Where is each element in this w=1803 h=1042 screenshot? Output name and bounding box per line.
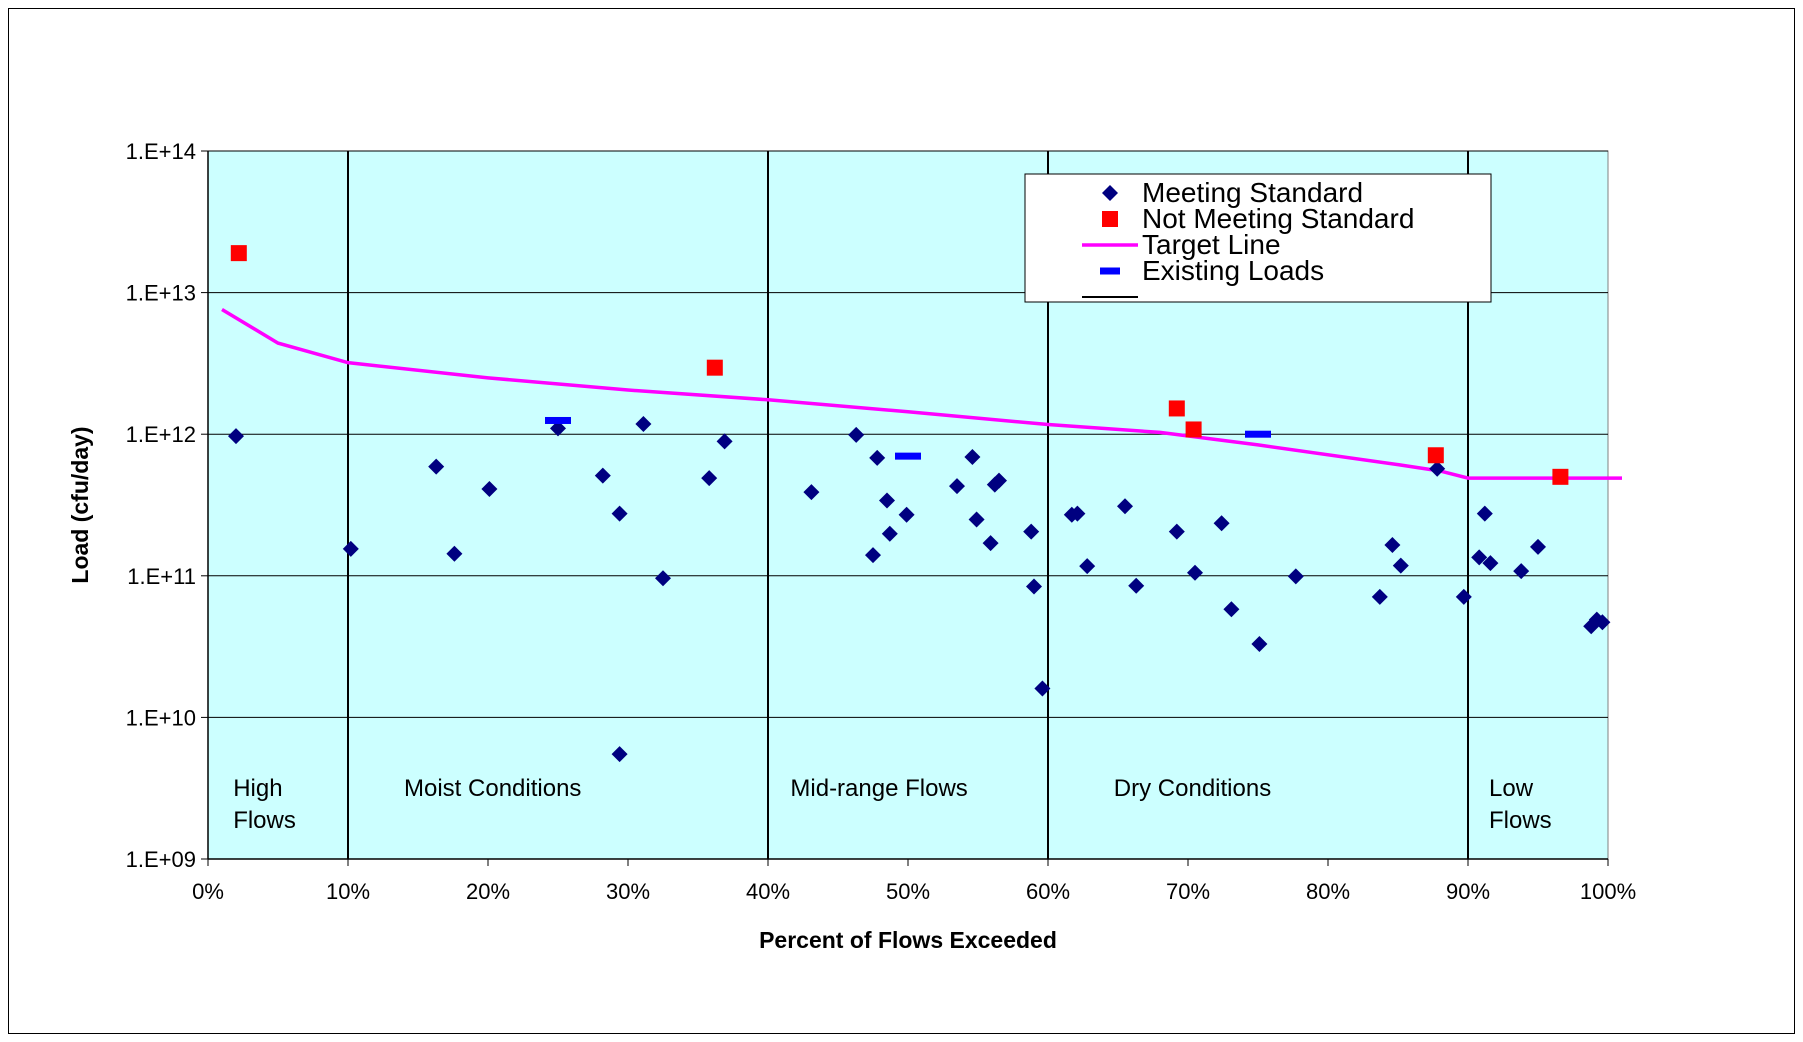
region-label: High [233, 775, 282, 802]
meeting-standard-point [716, 433, 733, 450]
meeting-standard-point [1594, 614, 1611, 631]
not-meeting-standard-point [1168, 400, 1185, 417]
x-tick-label: 10% [326, 879, 370, 904]
meeting-standard-point [803, 484, 820, 501]
meeting-standard-point [949, 478, 965, 495]
x-tick-label: 20% [466, 879, 510, 904]
meeting-standard-point [1213, 515, 1230, 532]
region-label: Dry Conditions [1114, 775, 1271, 802]
existing-load-mark [545, 416, 571, 424]
meeting-standard-point [655, 570, 671, 587]
y-tick-label: 1.E+10 [126, 705, 196, 730]
meeting-standard-point [611, 746, 628, 763]
meeting-standard-point [611, 505, 628, 522]
region-label: Flows [233, 807, 296, 834]
meeting-standard-point [1287, 568, 1304, 585]
meeting-standard-point [594, 467, 611, 484]
not-meeting-standard-point [706, 359, 723, 376]
meeting-standard-point [1482, 555, 1499, 572]
meeting-standard-point [1069, 505, 1086, 522]
meeting-standard-point [1371, 588, 1388, 605]
meeting-standard-point [1455, 588, 1472, 605]
x-tick-label: 60% [1026, 879, 1070, 904]
x-tick-label: 80% [1306, 879, 1350, 904]
meeting-standard-point [1079, 558, 1096, 575]
not-meeting-standard-point [230, 245, 247, 262]
y-tick-label: 1.E+12 [126, 422, 196, 447]
region-label: Flows [1489, 807, 1552, 834]
legend-entry: Existing Loads [1142, 255, 1324, 286]
y-axis-title: Load (cfu/day) [67, 426, 93, 583]
region-label: Moist Conditions [404, 775, 581, 802]
y-tick-label: 1.E+09 [126, 847, 196, 872]
x-tick-label: 90% [1446, 879, 1490, 904]
y-tick-label: 1.E+14 [126, 139, 196, 164]
meeting-standard-point [1223, 601, 1240, 618]
meeting-standard-point [898, 506, 915, 523]
meeting-standard-point [1384, 537, 1401, 554]
meeting-standard-point [342, 540, 359, 557]
region-label: Mid-range Flows [790, 775, 967, 802]
meeting-standard-point [1513, 563, 1530, 580]
x-axis-title: Percent of Flows Exceeded [759, 927, 1057, 953]
legend-not-meeting-symbol [1102, 211, 1118, 227]
existing-load-mark [895, 452, 921, 460]
x-tick-label: 100% [1580, 879, 1636, 904]
meeting-standard-point [865, 547, 881, 564]
legend-existing-symbol [1100, 267, 1120, 275]
meeting-standard-point [1251, 635, 1268, 652]
meeting-standard-point [228, 428, 244, 445]
not-meeting-standard-point [1185, 421, 1202, 438]
meeting-standard-point [446, 545, 463, 562]
meeting-standard-point [982, 535, 999, 552]
not-meeting-standard-point [1427, 447, 1444, 464]
x-tick-label: 0% [192, 879, 224, 904]
y-tick-label: 1.E+13 [126, 281, 196, 306]
meeting-standard-point [1034, 680, 1051, 697]
meeting-standard-point [1168, 523, 1185, 540]
meeting-standard-point [1023, 523, 1040, 540]
legend-entry: Meeting Standard [1142, 177, 1363, 208]
meeting-standard-point [1471, 549, 1488, 566]
meeting-standard-point [964, 449, 981, 466]
meeting-standard-point [481, 481, 498, 498]
x-tick-label: 30% [606, 879, 650, 904]
meeting-standard-point [991, 472, 1007, 489]
meeting-standard-point [881, 525, 898, 542]
meeting-standard-point [1530, 538, 1546, 555]
x-tick-label: 50% [886, 879, 930, 904]
meeting-standard-point [635, 416, 652, 433]
meeting-standard-point [869, 449, 886, 466]
legend-box [1024, 173, 1492, 303]
meeting-standard-point [428, 458, 445, 475]
existing-load-mark [1245, 430, 1271, 438]
x-tick-label: 70% [1166, 879, 1210, 904]
meeting-standard-point [550, 420, 566, 437]
legend-meeting-symbol [1102, 185, 1118, 201]
meeting-standard-point [1026, 578, 1042, 595]
legend-entry: Not Meeting Standard [1142, 203, 1414, 234]
meeting-standard-point [1187, 564, 1203, 581]
not-meeting-standard-point [1552, 468, 1569, 485]
meeting-standard-point [1117, 498, 1133, 515]
target-line [221, 307, 1622, 480]
y-tick-label: 1.E+11 [127, 564, 196, 589]
meeting-standard-point [701, 470, 718, 487]
meeting-standard-point [1476, 505, 1493, 522]
meeting-standard-point [1128, 577, 1145, 594]
meeting-standard-point [1392, 557, 1409, 574]
meeting-standard-point [879, 492, 895, 509]
x-tick-label: 40% [746, 879, 790, 904]
meeting-standard-point [848, 426, 865, 443]
meeting-standard-point [968, 511, 985, 528]
legend-entry: Target Line [1142, 229, 1281, 260]
meeting-standard-point [1429, 460, 1446, 477]
region-label: Low [1489, 775, 1534, 802]
